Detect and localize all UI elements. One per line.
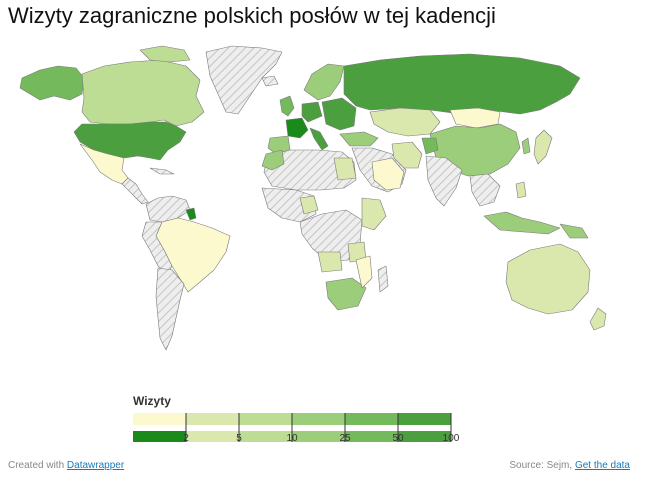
legend-tick-label: 2 — [183, 433, 189, 444]
legend-title: Wizyty — [133, 394, 171, 408]
legend-swatch — [345, 431, 398, 442]
footer-credit: Created with Datawrapper — [8, 460, 124, 471]
legend-tick-label: 100 — [443, 433, 460, 444]
region-nigeria[interactable] — [299, 195, 319, 215]
region-west-africa[interactable] — [261, 187, 317, 223]
region-iran[interactable] — [391, 141, 423, 169]
world-map-svg — [19, 45, 607, 351]
region-angola[interactable] — [317, 251, 343, 273]
region-north-africa[interactable] — [263, 149, 357, 191]
region-india[interactable] — [425, 155, 463, 207]
region-canada-islands[interactable] — [139, 45, 191, 63]
legend-tick-label: 10 — [286, 433, 298, 444]
legend-tick-label: 25 — [339, 433, 351, 444]
source-label: Source: Sejm, — [509, 460, 573, 471]
region-morocco[interactable] — [261, 149, 285, 171]
legend-swatch — [239, 431, 292, 442]
region-eastern-europe[interactable] — [321, 97, 357, 131]
region-germany[interactable] — [301, 101, 323, 123]
region-turkey[interactable] — [339, 131, 379, 147]
region-japan[interactable] — [533, 129, 553, 165]
region-egypt[interactable] — [333, 157, 357, 181]
region-canada[interactable] — [81, 59, 205, 127]
legend-tick-label: 5 — [236, 433, 242, 444]
legend-scale: 2 5 10 25 50 100 — [133, 413, 460, 444]
legend-highlight-swatch — [133, 431, 186, 442]
region-afghanistan[interactable] — [421, 137, 439, 155]
region-french-guiana[interactable] — [185, 207, 197, 221]
region-caribbean[interactable] — [149, 167, 175, 175]
region-russia[interactable] — [343, 53, 581, 115]
legend-swatch-top — [398, 413, 451, 425]
region-papua[interactable] — [559, 223, 589, 239]
region-east-africa[interactable] — [361, 197, 387, 231]
legend-swatch — [292, 431, 345, 442]
region-mongolia[interactable] — [449, 107, 501, 129]
region-madagascar[interactable] — [377, 265, 389, 293]
legend-swatch — [398, 431, 451, 442]
region-australia[interactable] — [505, 243, 591, 315]
region-iceland[interactable] — [261, 75, 279, 87]
footer-source: Source: Sejm, Get the data — [509, 460, 630, 471]
world-map — [0, 38, 645, 368]
region-italy[interactable] — [309, 127, 329, 151]
get-the-data-link[interactable]: Get the data — [574, 460, 630, 471]
region-uk[interactable] — [279, 95, 295, 117]
region-chile-argentina[interactable] — [155, 267, 185, 351]
region-southeast-asia[interactable] — [469, 173, 501, 207]
region-scandinavia[interactable] — [303, 63, 345, 101]
region-south-africa[interactable] — [325, 277, 367, 311]
region-indonesia[interactable] — [483, 211, 561, 235]
legend-swatch-top — [292, 413, 345, 425]
region-alaska[interactable] — [19, 65, 85, 101]
region-usa[interactable] — [73, 121, 187, 161]
region-philippines[interactable] — [515, 181, 527, 199]
legend-swatch-top — [239, 413, 292, 425]
map-title: Wizyty zagraniczne polskich posłów w tej… — [8, 3, 496, 28]
legend-swatch-top — [133, 413, 186, 425]
region-new-zealand[interactable] — [589, 307, 607, 331]
legend-swatch-top — [345, 413, 398, 425]
region-france[interactable] — [285, 117, 309, 139]
region-central-asia[interactable] — [369, 107, 441, 137]
region-mozambique[interactable] — [355, 255, 373, 289]
region-greenland[interactable] — [205, 45, 283, 115]
datawrapper-link[interactable]: Datawrapper — [66, 460, 125, 471]
legend: Wizyty 2 5 10 25 50 100 — [133, 394, 463, 447]
region-korea[interactable] — [521, 137, 531, 155]
region-saudi-arabia[interactable] — [371, 157, 405, 191]
region-central-america[interactable] — [121, 177, 149, 205]
legend-swatch-top — [186, 413, 239, 425]
created-with-label: Created with — [8, 460, 65, 471]
legend-tick-label: 50 — [392, 433, 404, 444]
region-colombia-venezuela[interactable] — [145, 195, 191, 223]
legend-swatch — [186, 431, 239, 442]
